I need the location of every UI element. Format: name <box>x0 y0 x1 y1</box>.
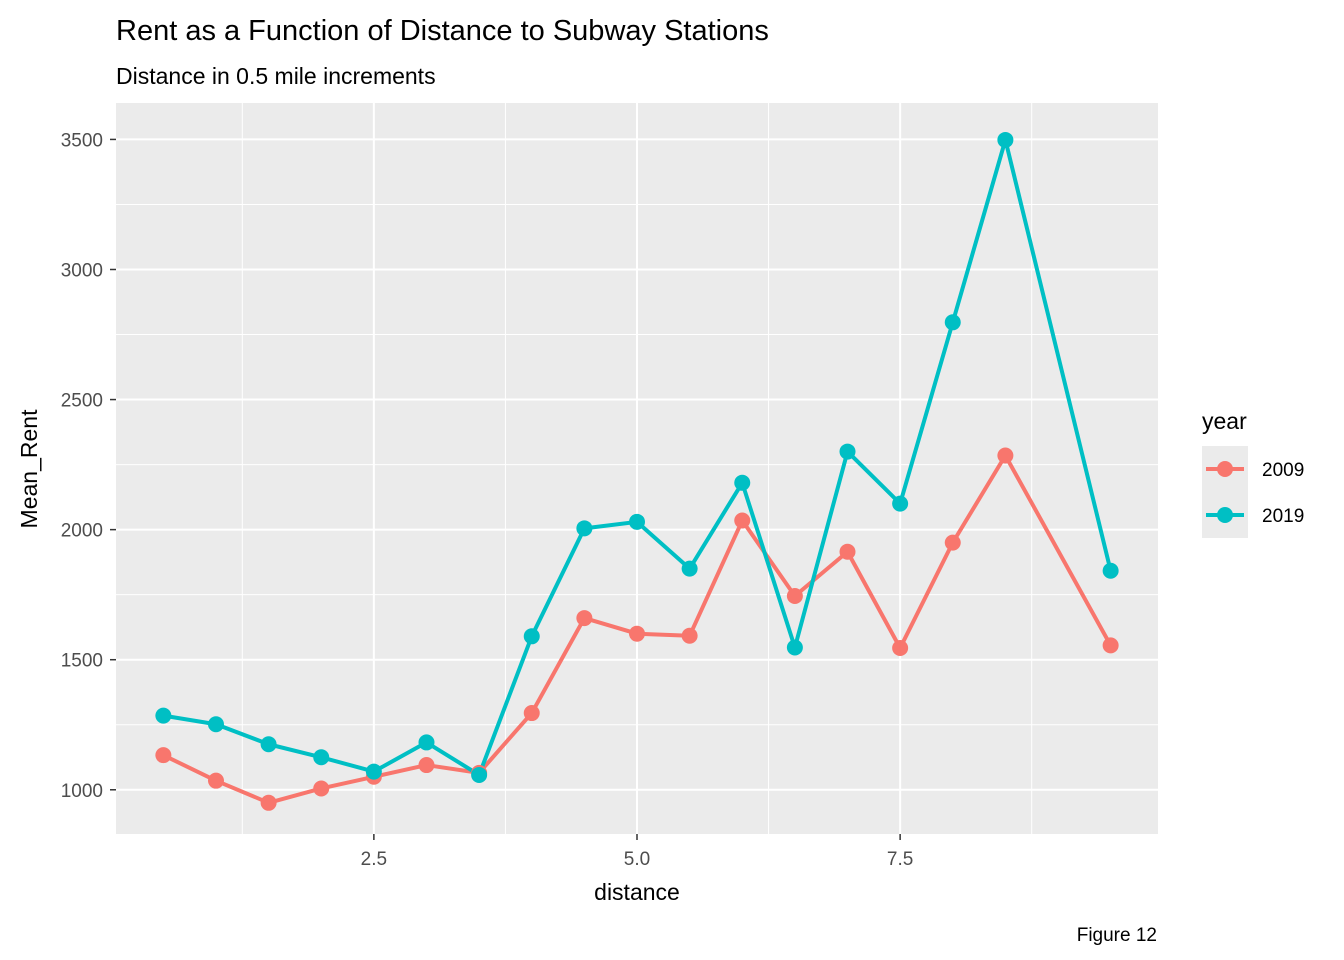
y-tick-label: 1000 <box>61 781 103 802</box>
data-point-2009 <box>313 780 330 797</box>
y-tick-label: 3000 <box>61 260 103 281</box>
series-lines <box>162 137 1113 805</box>
data-point-2019 <box>786 639 803 656</box>
data-point-2009 <box>734 512 751 529</box>
data-point-2009 <box>1102 637 1119 654</box>
data-point-2019 <box>576 520 593 537</box>
data-point-2019 <box>418 734 435 751</box>
data-point-2019 <box>313 749 330 766</box>
y-tick-label: 3500 <box>61 130 103 151</box>
data-point-2009 <box>839 543 856 560</box>
legend-label-2009: 2009 <box>1262 460 1304 481</box>
data-point-2019 <box>681 560 698 577</box>
series-line-2009 <box>162 453 1113 805</box>
legend: year 2009 2019 <box>1202 408 1304 538</box>
chart-subtitle: Distance in 0.5 mile increments <box>116 63 436 89</box>
data-point-2009 <box>786 587 803 604</box>
data-point-2009 <box>155 747 172 764</box>
y-tick-label: 2000 <box>61 521 103 542</box>
x-axis: 2.5 5.0 7.5 <box>361 834 913 870</box>
data-point-2019 <box>629 513 645 530</box>
data-point-2019 <box>1102 562 1119 579</box>
legend-title: year <box>1202 408 1247 434</box>
data-point-2009 <box>629 625 645 642</box>
data-point-2009 <box>207 772 224 789</box>
x-axis-label: distance <box>594 879 680 905</box>
legend-key-point <box>1217 507 1233 523</box>
data-point-2019 <box>260 736 277 753</box>
x-tick-label: 2.5 <box>361 849 387 870</box>
y-axis-label: Mean_Rent <box>16 409 42 529</box>
x-tick-label: 7.5 <box>887 849 913 870</box>
data-point-2009 <box>523 705 540 722</box>
data-point-2019 <box>155 707 172 724</box>
data-point-2009 <box>997 447 1014 464</box>
data-point-2019 <box>839 443 856 460</box>
data-point-2019 <box>471 766 488 783</box>
data-point-2009 <box>944 534 961 551</box>
data-point-2009 <box>892 639 909 656</box>
data-point-2009 <box>260 794 277 811</box>
data-point-2009 <box>681 627 698 644</box>
data-point-2009 <box>576 610 593 627</box>
data-point-2019 <box>892 495 909 512</box>
data-point-2019 <box>523 628 540 645</box>
chart-title: Rent as a Function of Distance to Subway… <box>116 15 769 47</box>
data-point-2019 <box>734 474 751 491</box>
legend-label-2019: 2019 <box>1262 506 1304 527</box>
series-points <box>155 131 1119 811</box>
x-tick-label: 5.0 <box>624 849 650 870</box>
y-axis: 1000 1500 2000 2500 3000 3500 <box>61 130 116 802</box>
data-point-2019 <box>997 131 1014 148</box>
series-line-2019 <box>163 137 1113 777</box>
y-tick-label: 2500 <box>61 391 103 412</box>
data-point-2019 <box>207 716 224 733</box>
figure-caption: Figure 12 <box>1077 925 1157 946</box>
data-point-2019 <box>944 314 961 331</box>
legend-key-point <box>1217 461 1233 477</box>
y-tick-label: 1500 <box>61 651 103 672</box>
data-point-2019 <box>365 763 382 780</box>
data-point-2009 <box>418 757 435 774</box>
